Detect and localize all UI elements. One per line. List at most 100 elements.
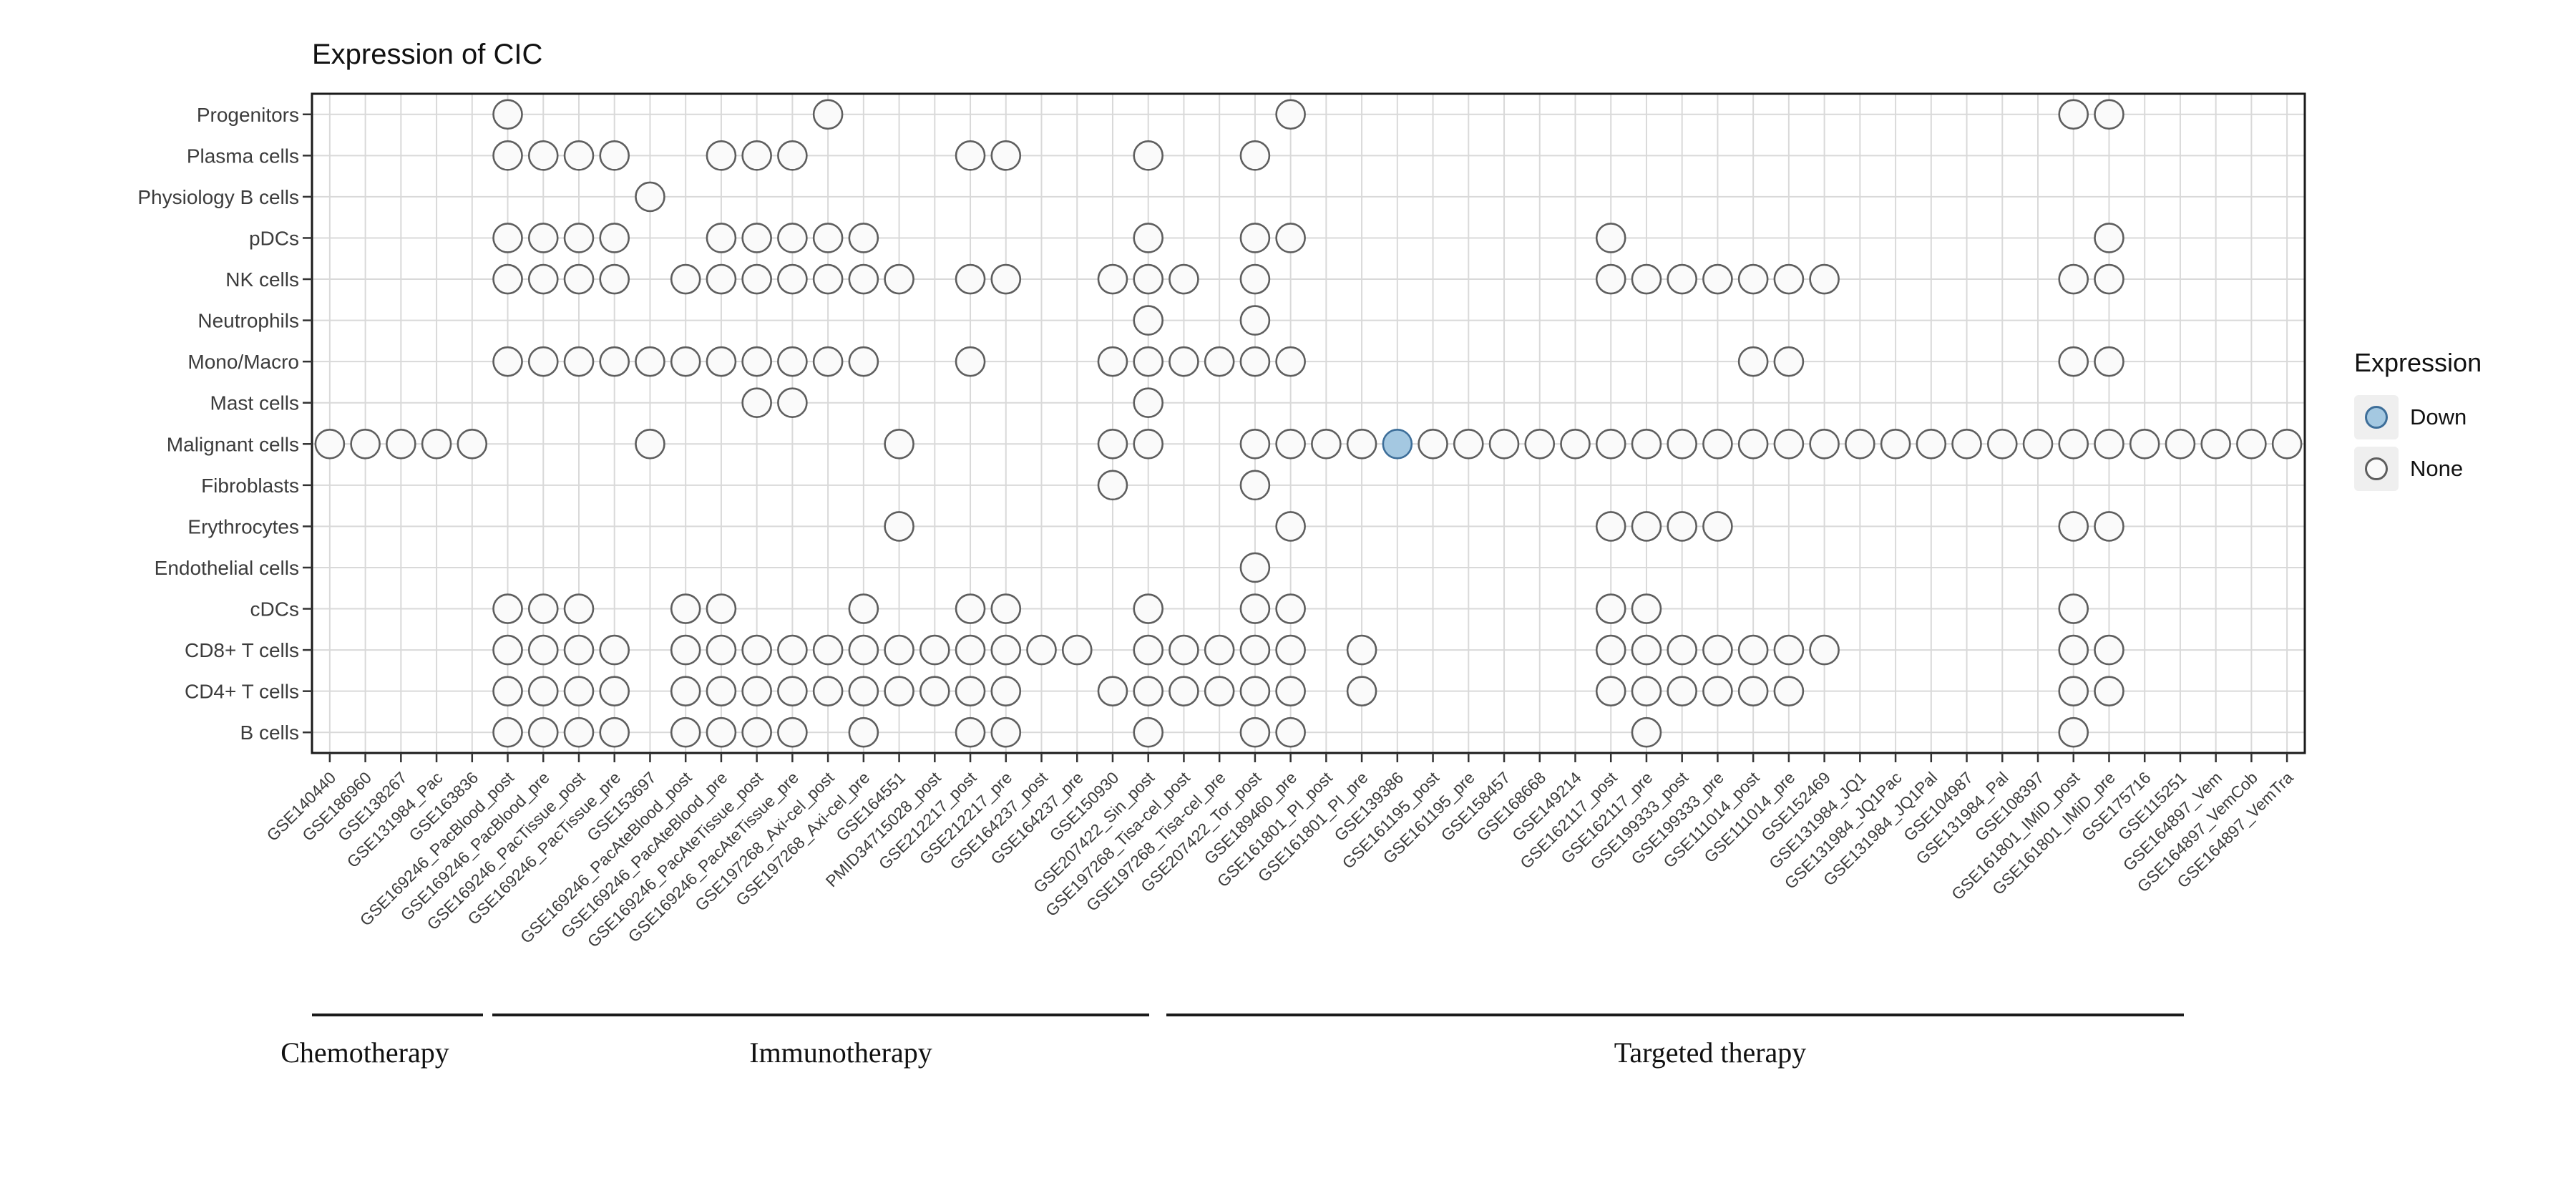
dot-none xyxy=(1809,634,1840,666)
dot-none xyxy=(1773,346,1805,377)
dot-none xyxy=(1275,223,1306,253)
dot-none xyxy=(1737,346,1769,377)
dot-none xyxy=(1631,716,1662,748)
dot-none xyxy=(1773,676,1805,706)
dot-none xyxy=(1737,263,1769,295)
dot-none xyxy=(990,593,1022,624)
dot-none xyxy=(1488,428,1520,460)
dot-none xyxy=(706,346,737,377)
dot-none xyxy=(1595,511,1626,542)
dot-none xyxy=(1133,140,1164,171)
dot-none xyxy=(955,634,986,666)
dot-none xyxy=(2094,511,2124,542)
dot-none xyxy=(527,634,559,666)
row-label: Physiology B cells xyxy=(137,186,299,208)
dot-none xyxy=(1133,223,1164,253)
dot-none xyxy=(2058,346,2089,377)
dot-none xyxy=(1986,428,2018,460)
dot-none xyxy=(1097,676,1128,706)
dot-none xyxy=(2094,223,2124,253)
dot-none xyxy=(1809,263,1840,295)
dot-none xyxy=(884,428,914,460)
dot-none xyxy=(1809,428,1840,460)
dot-none xyxy=(741,716,772,748)
dot-none xyxy=(563,634,595,666)
dot-none xyxy=(741,346,772,377)
dot-none xyxy=(990,140,1022,171)
dot-none xyxy=(2271,428,2303,460)
dot-none xyxy=(1239,346,1271,377)
row-label: Progenitors xyxy=(197,104,299,126)
dot-none xyxy=(1133,716,1164,748)
dot-none xyxy=(492,593,523,624)
dot-none xyxy=(706,223,737,253)
dot-none xyxy=(812,676,844,706)
legend-title: Expression xyxy=(2354,348,2482,377)
dot-none xyxy=(990,716,1022,748)
row-label: CD4+ T cells xyxy=(185,681,299,703)
dot-none xyxy=(457,428,488,460)
dot-none xyxy=(1097,428,1128,460)
dot-none xyxy=(527,593,559,624)
dot-none xyxy=(1169,346,1199,377)
dot-none xyxy=(1239,428,1271,460)
dot-none xyxy=(848,346,879,377)
dot-none xyxy=(848,223,879,253)
dot-none xyxy=(527,223,559,253)
dot-none xyxy=(1595,428,1626,460)
dot-none xyxy=(1631,634,1662,666)
dot-none xyxy=(1133,634,1164,666)
dot-none xyxy=(1667,263,1697,295)
dot-none xyxy=(884,511,914,542)
dot-none xyxy=(1916,428,1947,460)
dot-none xyxy=(1595,593,1626,624)
dot-none xyxy=(492,140,523,171)
dot-none xyxy=(2058,99,2089,130)
dot-none xyxy=(492,223,523,253)
dot-none xyxy=(1239,676,1271,706)
dot-none xyxy=(706,593,737,624)
dot-none xyxy=(1737,634,1769,666)
dot-none xyxy=(777,676,808,706)
dot-none xyxy=(1667,676,1697,706)
dot-none xyxy=(1773,263,1805,295)
dot-none xyxy=(919,634,950,666)
dot-none xyxy=(527,716,559,748)
dot-none xyxy=(1239,305,1271,336)
dot-none xyxy=(1239,140,1271,171)
dot-none xyxy=(527,676,559,706)
dot-none xyxy=(492,263,523,295)
legend-item-none: None xyxy=(2354,447,2482,491)
dot-none xyxy=(492,634,523,666)
dot-none xyxy=(1845,428,1875,460)
dot-none xyxy=(635,346,665,377)
dot-none xyxy=(492,99,523,130)
dot-none xyxy=(563,716,595,748)
dot-none xyxy=(1204,634,1235,666)
row-label: CD8+ T cells xyxy=(185,639,299,661)
dot-none xyxy=(314,428,346,460)
dot-none xyxy=(741,676,772,706)
dot-none xyxy=(1061,634,1093,666)
dot-none xyxy=(1239,552,1271,583)
dot-none xyxy=(1133,346,1164,377)
dot-none xyxy=(848,593,879,624)
dot-none xyxy=(1275,676,1306,706)
row-label: pDCs xyxy=(249,227,299,249)
dot-down xyxy=(1382,428,1413,460)
row-label: cDCs xyxy=(250,598,299,621)
dot-none xyxy=(777,263,808,295)
dot-none xyxy=(1311,428,1342,460)
dot-none xyxy=(2094,99,2124,130)
dot-none xyxy=(563,346,595,377)
dot-none xyxy=(1631,263,1662,295)
dot-none xyxy=(2058,634,2089,666)
dot-none xyxy=(1346,634,1377,666)
row-label: Neutrophils xyxy=(197,310,299,332)
dot-none xyxy=(1239,593,1271,624)
dot-none xyxy=(1275,511,1306,542)
dot-none xyxy=(1133,305,1164,336)
dot-none xyxy=(1097,470,1128,501)
dot-none xyxy=(955,346,986,377)
dot-none xyxy=(599,634,630,666)
